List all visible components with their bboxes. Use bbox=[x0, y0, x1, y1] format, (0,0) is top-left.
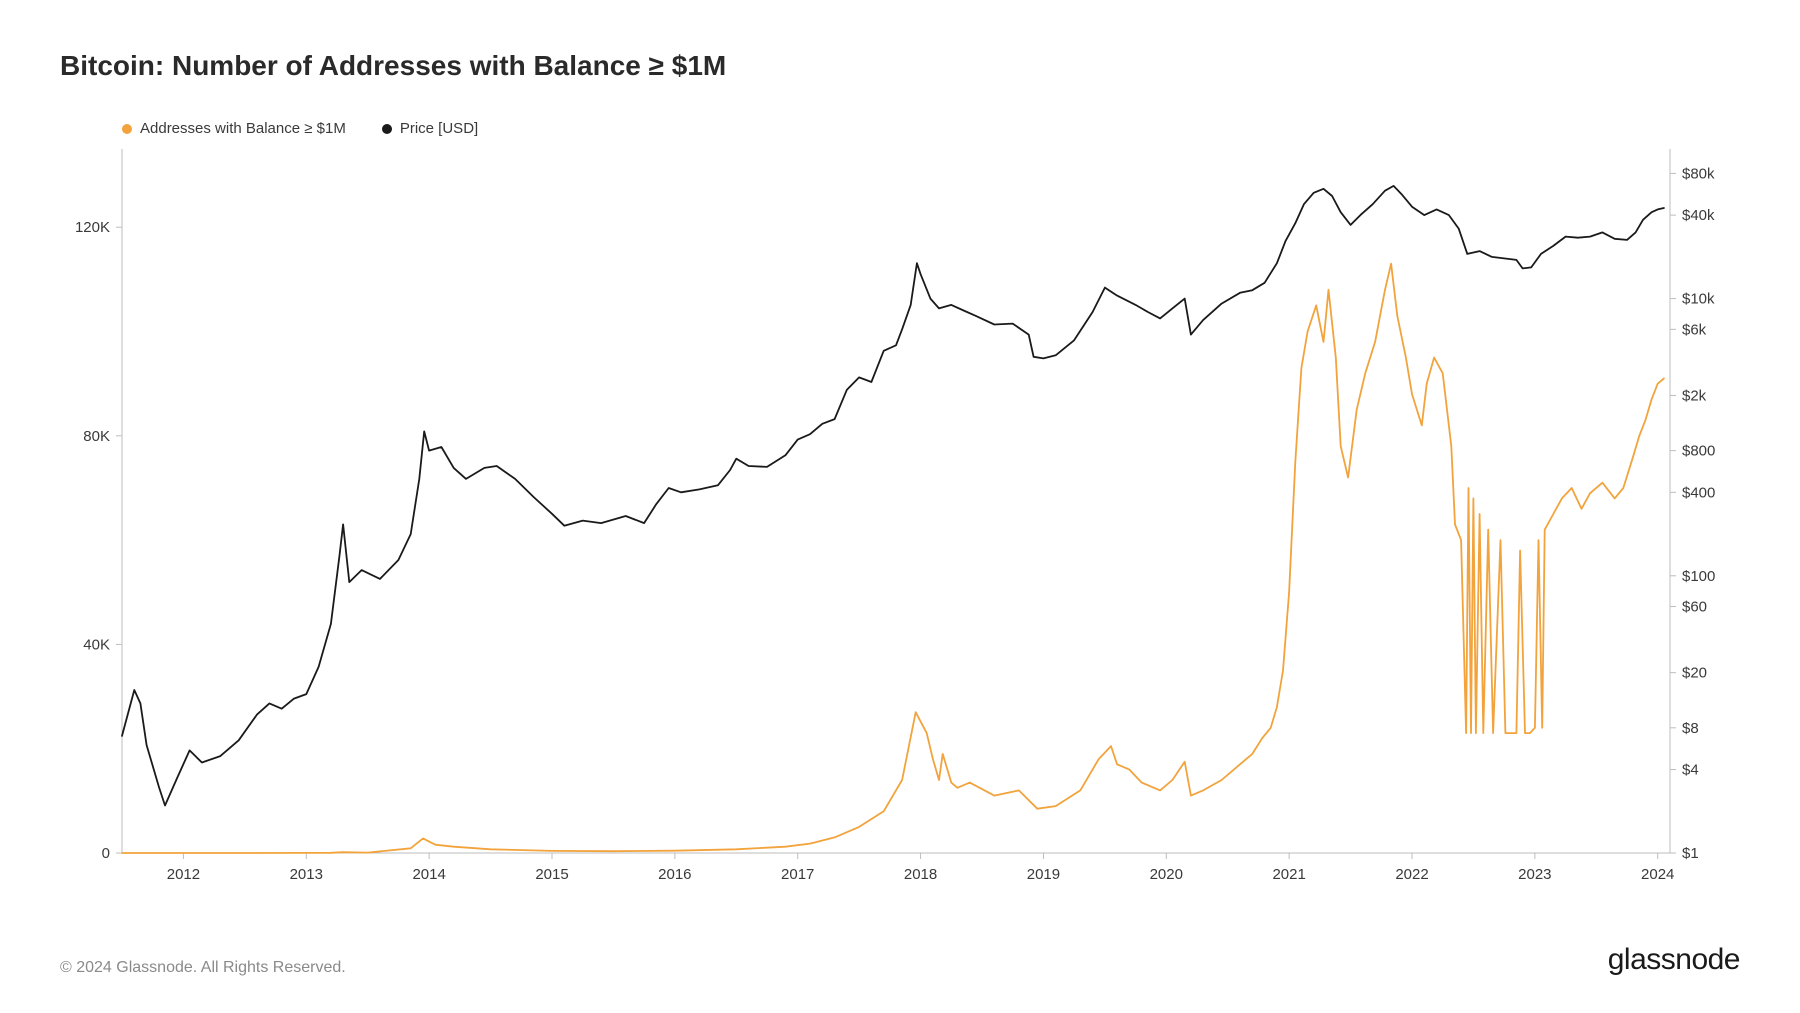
y-right-tick: $2k bbox=[1682, 387, 1707, 404]
legend-swatch-price bbox=[382, 124, 392, 134]
x-tick: 2023 bbox=[1518, 866, 1551, 883]
y-right-tick: $4 bbox=[1682, 762, 1699, 779]
legend-label-addresses: Addresses with Balance ≥ $1M bbox=[140, 120, 346, 137]
chart-svg: 0 40K 80K 120K $1 $4 $8 $20 $60 $100 $400 $800 $2k $6… bbox=[60, 143, 1740, 903]
y-left-tick: 80K bbox=[83, 428, 110, 445]
legend-item-price: Price [USD] bbox=[382, 120, 478, 137]
y-left-tick: 0 bbox=[102, 845, 110, 862]
legend-label-price: Price [USD] bbox=[400, 120, 478, 137]
y-right-tick: $8 bbox=[1682, 720, 1699, 737]
series-price bbox=[122, 186, 1664, 806]
legend-item-addresses: Addresses with Balance ≥ $1M bbox=[122, 120, 346, 137]
y-right-tick: $6k bbox=[1682, 321, 1707, 338]
chart-title: Bitcoin: Number of Addresses with Balanc… bbox=[60, 50, 1740, 82]
y-right-tick: $60 bbox=[1682, 599, 1707, 616]
brand-logo: glassnode bbox=[1608, 943, 1740, 977]
x-tick: 2020 bbox=[1150, 866, 1183, 883]
x-tick: 2012 bbox=[167, 866, 200, 883]
legend-swatch-addresses bbox=[122, 124, 132, 134]
y-right-tick: $100 bbox=[1682, 568, 1715, 585]
x-tick: 2013 bbox=[290, 866, 323, 883]
y-right-tick: $800 bbox=[1682, 443, 1715, 460]
chart-area: 0 40K 80K 120K $1 $4 $8 $20 $60 $100 $400 $800 $2k $6… bbox=[60, 143, 1740, 903]
series-addresses bbox=[122, 264, 1664, 853]
y-right-tick: $1 bbox=[1682, 845, 1699, 862]
y-left-tick: 40K bbox=[83, 636, 110, 653]
x-tick: 2021 bbox=[1272, 866, 1305, 883]
x-tick: 2022 bbox=[1395, 866, 1428, 883]
y-right-tick: $400 bbox=[1682, 484, 1715, 501]
y-right-tick: $10k bbox=[1682, 291, 1715, 308]
y-left-tick: 120K bbox=[75, 219, 110, 236]
x-tick: 2016 bbox=[658, 866, 691, 883]
legend: Addresses with Balance ≥ $1M Price [USD] bbox=[122, 120, 1740, 137]
x-tick: 2015 bbox=[535, 866, 568, 883]
x-tick: 2017 bbox=[781, 866, 814, 883]
y-right-tick: $40k bbox=[1682, 207, 1715, 224]
y-right-tick: $80k bbox=[1682, 165, 1715, 182]
y-right-tick: $20 bbox=[1682, 665, 1707, 682]
x-tick: 2014 bbox=[412, 866, 445, 883]
x-tick: 2019 bbox=[1027, 866, 1060, 883]
x-tick: 2018 bbox=[904, 866, 937, 883]
copyright-text: © 2024 Glassnode. All Rights Reserved. bbox=[60, 959, 346, 977]
x-tick: 2024 bbox=[1641, 866, 1674, 883]
